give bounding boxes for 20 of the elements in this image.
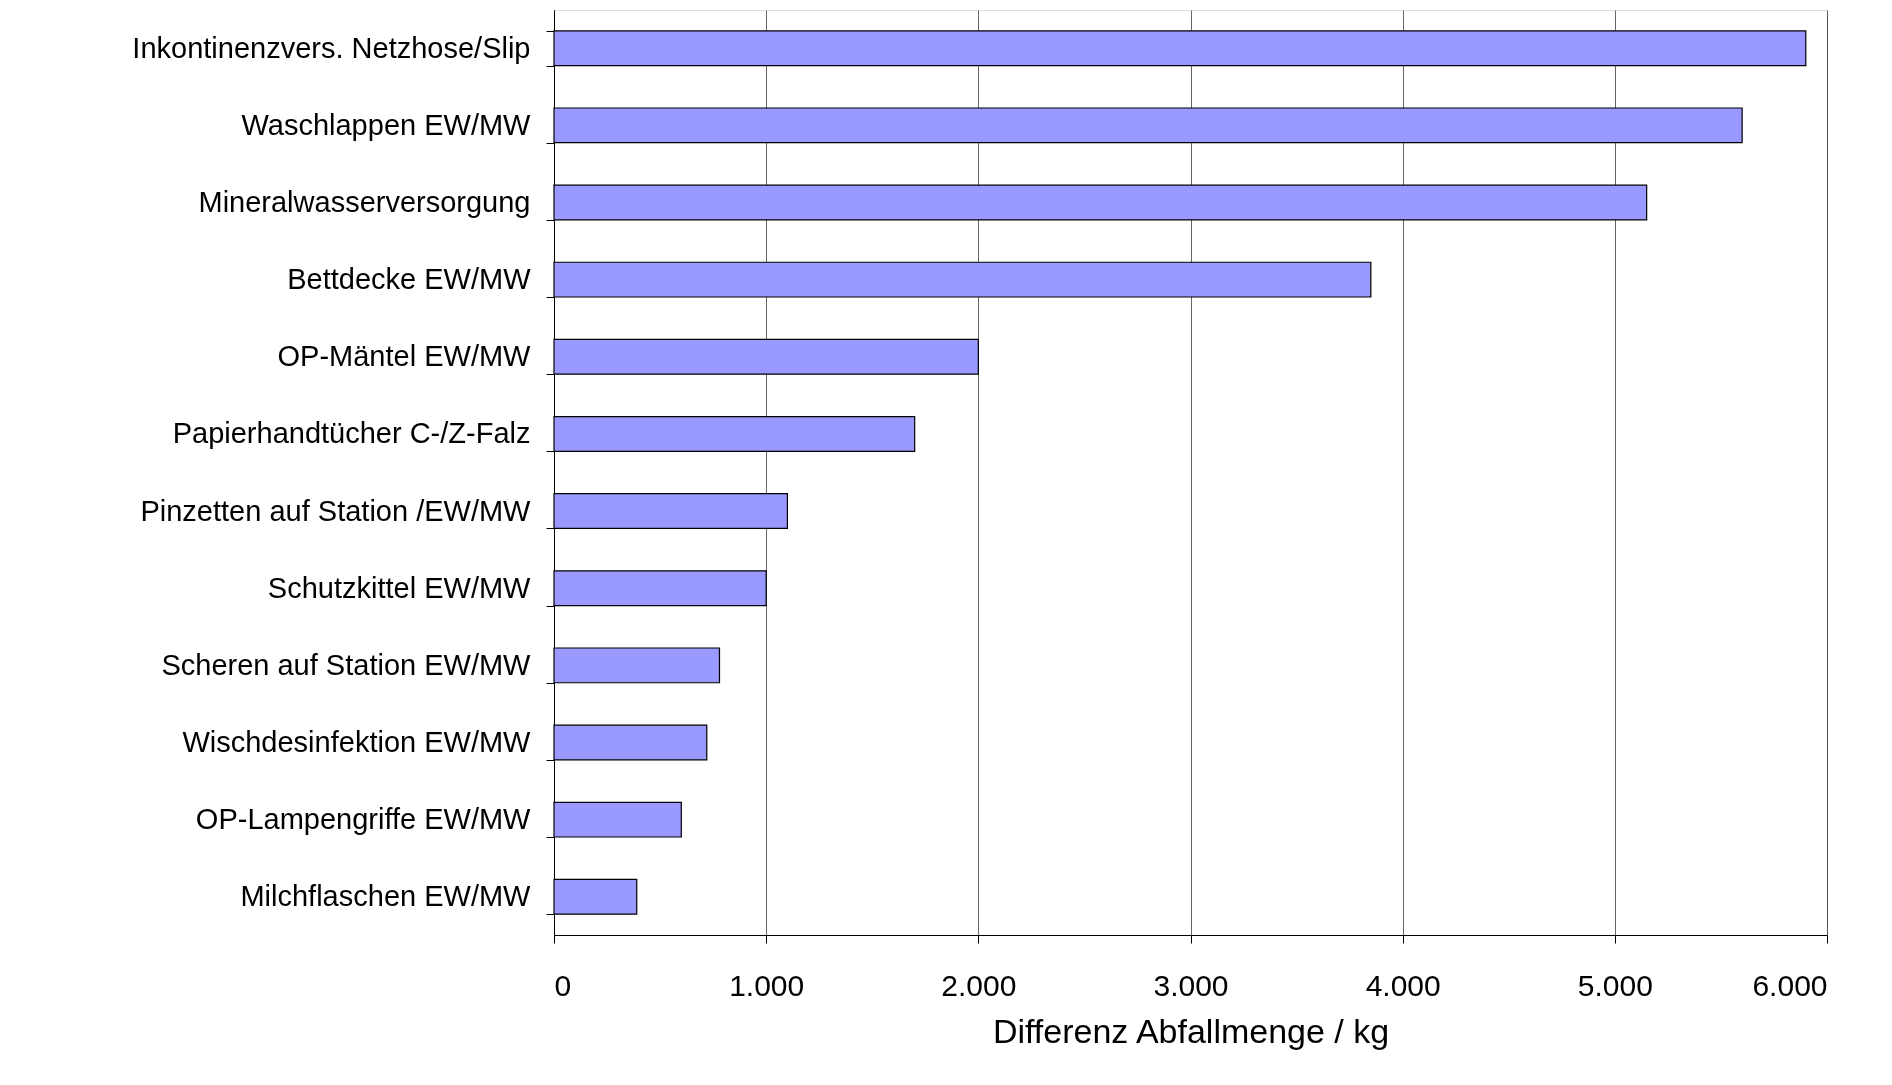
y-tick-label: Waschlappen EW/MW <box>241 108 532 141</box>
x-tick-label: 0 <box>554 968 572 1002</box>
x-tick-label: 3.000 <box>1153 968 1229 1002</box>
y-tick-label: Papierhandtücher C-/Z-Falz <box>172 417 531 450</box>
x-tick-label: 5.000 <box>1577 968 1653 1002</box>
y-tick-label: Bettdecke EW/MW <box>287 263 532 296</box>
x-tick-label: 1.000 <box>729 968 805 1002</box>
y-tick-label: Inkontinenzvers. Netzhose/Slip <box>132 31 531 64</box>
y-tick-label: OP-Mäntel EW/MW <box>277 340 532 373</box>
y-tick-label: Mineralwasserversorgung <box>198 185 531 218</box>
x-tick-label: 2.000 <box>941 968 1017 1002</box>
y-tick-label: Schutzkittel EW/MW <box>267 571 532 604</box>
y-tick-label: OP-Lampengriffe EW/MW <box>195 803 532 836</box>
y-tick-label: Milchflaschen EW/MW <box>240 880 532 913</box>
x-tick-label: 4.000 <box>1365 968 1441 1002</box>
y-tick-label: Wischdesinfektion EW/MW <box>182 726 532 759</box>
y-tick-label: Pinzetten auf Station /EW/MW <box>140 494 532 527</box>
y-tick-label: Scheren auf Station EW/MW <box>161 648 532 681</box>
x-axis-title: Differenz Abfallmenge / kg <box>992 1011 1390 1050</box>
x-tick-label: 6.000 <box>1752 968 1828 1002</box>
